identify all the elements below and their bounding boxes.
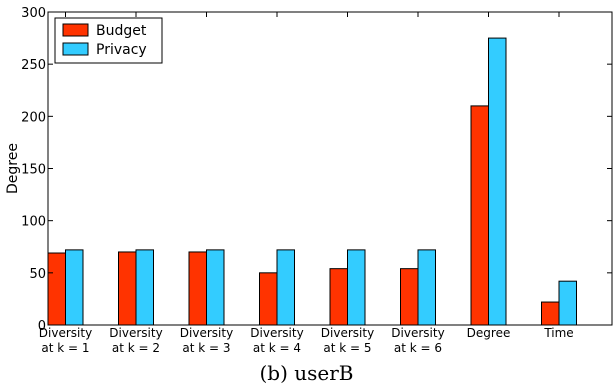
y-tick-label: 200	[21, 110, 46, 125]
x-tick-label: at k = 5	[323, 341, 371, 355]
bar-privacy-1	[65, 249, 84, 326]
x-tick-label: Degree	[467, 326, 511, 340]
x-tick-label: Diversity	[250, 326, 303, 340]
bar-privacy-3	[206, 249, 225, 326]
legend-label-privacy: Privacy	[96, 42, 147, 58]
x-tick-label: at k = 1	[41, 341, 89, 355]
bar-privacy-8	[558, 280, 577, 326]
bar-privacy-2	[135, 249, 154, 326]
legend: Budget Privacy	[54, 17, 163, 64]
bar-privacy-7	[488, 37, 507, 326]
x-tick-label: Diversity	[321, 326, 374, 340]
y-tick-label: 100	[21, 215, 46, 230]
x-tick-label: Diversity	[39, 326, 92, 340]
x-tick-label: at k = 3	[182, 341, 230, 355]
bars-layer	[47, 37, 577, 326]
bar-privacy-6	[417, 249, 436, 326]
bar-privacy-4	[276, 249, 295, 326]
bar-budget-5	[329, 268, 348, 326]
bar-budget-8	[541, 301, 560, 326]
bar-budget-1	[47, 252, 66, 326]
bar-privacy-5	[347, 249, 366, 326]
y-axis-ticks: 0 50 100 150 200 250 300	[21, 6, 612, 334]
x-tick-label: at k = 6	[394, 341, 442, 355]
x-tick-label: at k = 4	[253, 341, 301, 355]
y-tick-label: 250	[21, 58, 46, 73]
bar-budget-4	[259, 272, 278, 326]
x-tick-label: at k = 2	[112, 341, 160, 355]
legend-swatch-budget	[62, 23, 89, 37]
y-axis-label: Degree	[5, 143, 21, 194]
legend-swatch-privacy	[62, 42, 89, 56]
figure-caption: (b) userB	[259, 361, 354, 385]
bar-budget-2	[118, 251, 137, 326]
bar-budget-3	[188, 251, 207, 326]
y-tick-label: 0	[38, 319, 46, 334]
y-tick-label: 300	[21, 6, 46, 21]
x-tick-label: Time	[543, 326, 573, 340]
legend-label-budget: Budget	[96, 23, 147, 39]
x-tick-label: Diversity	[391, 326, 444, 340]
bar-budget-7	[470, 105, 489, 326]
bar-budget-6	[400, 268, 419, 326]
y-tick-label: 50	[29, 267, 46, 282]
x-tick-label: Diversity	[109, 326, 162, 340]
x-tick-label: Diversity	[180, 326, 233, 340]
y-tick-label: 150	[21, 163, 46, 178]
